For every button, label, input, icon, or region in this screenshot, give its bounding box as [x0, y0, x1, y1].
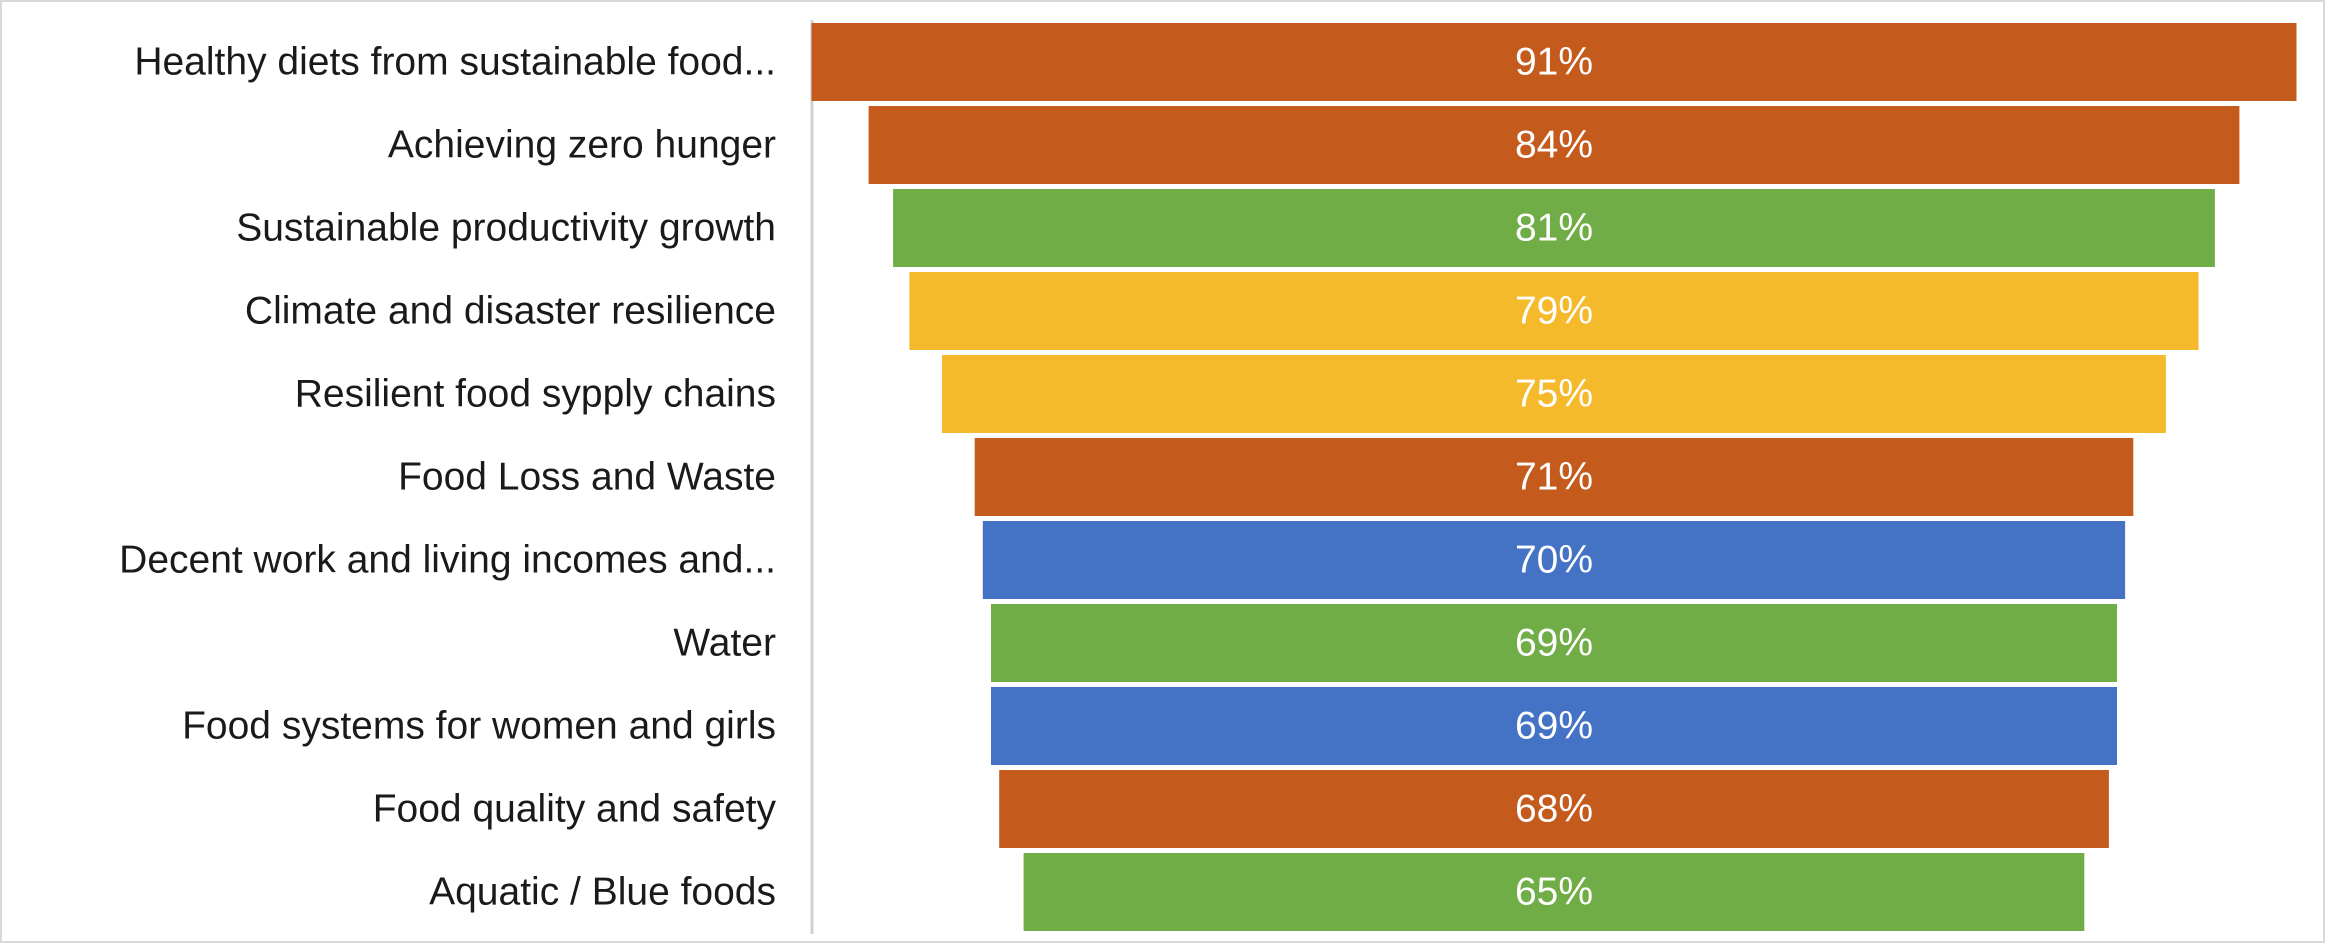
category-label: Food Loss and Waste — [398, 456, 776, 499]
bar-value-label: 68% — [1515, 788, 1593, 831]
bar-value-label: 69% — [1515, 622, 1593, 665]
funnel-bar — [893, 189, 2215, 267]
funnel-bar — [991, 687, 2117, 765]
category-label: Food systems for women and girls — [182, 705, 776, 748]
category-label: Sustainable productivity growth — [236, 207, 776, 250]
bar-value-label: 70% — [1515, 539, 1593, 582]
category-label: Achieving zero hunger — [388, 124, 776, 167]
funnel-bar — [974, 438, 2134, 516]
bar-value-label: 75% — [1515, 373, 1593, 416]
bar-value-label: 79% — [1515, 290, 1593, 333]
bar-value-label: 69% — [1515, 705, 1593, 748]
bar-value-label: 81% — [1515, 207, 1593, 250]
funnel-bar — [868, 106, 2240, 184]
bar-value-label: 65% — [1515, 871, 1593, 914]
bar-value-label: 71% — [1515, 456, 1593, 499]
category-label: Resilient food sypply chains — [295, 373, 776, 416]
category-label: Decent work and living incomes and... — [119, 539, 776, 582]
funnel-bar — [942, 355, 2166, 433]
funnel-bar — [811, 23, 2297, 101]
funnel-bar — [991, 604, 2117, 682]
category-label: Aquatic / Blue foods — [429, 871, 776, 914]
funnel-bar — [909, 272, 2199, 350]
category-label: Food quality and safety — [373, 788, 777, 831]
funnel-bar — [982, 521, 2126, 599]
category-label: Climate and disaster resilience — [245, 290, 776, 333]
category-label: Healthy diets from sustainable food... — [134, 41, 776, 84]
category-label: Water — [673, 622, 776, 665]
bar-value-label: 91% — [1515, 41, 1593, 84]
funnel-bar — [1023, 853, 2085, 931]
funnel-bar — [999, 770, 2109, 848]
bar-value-label: 84% — [1515, 124, 1593, 167]
